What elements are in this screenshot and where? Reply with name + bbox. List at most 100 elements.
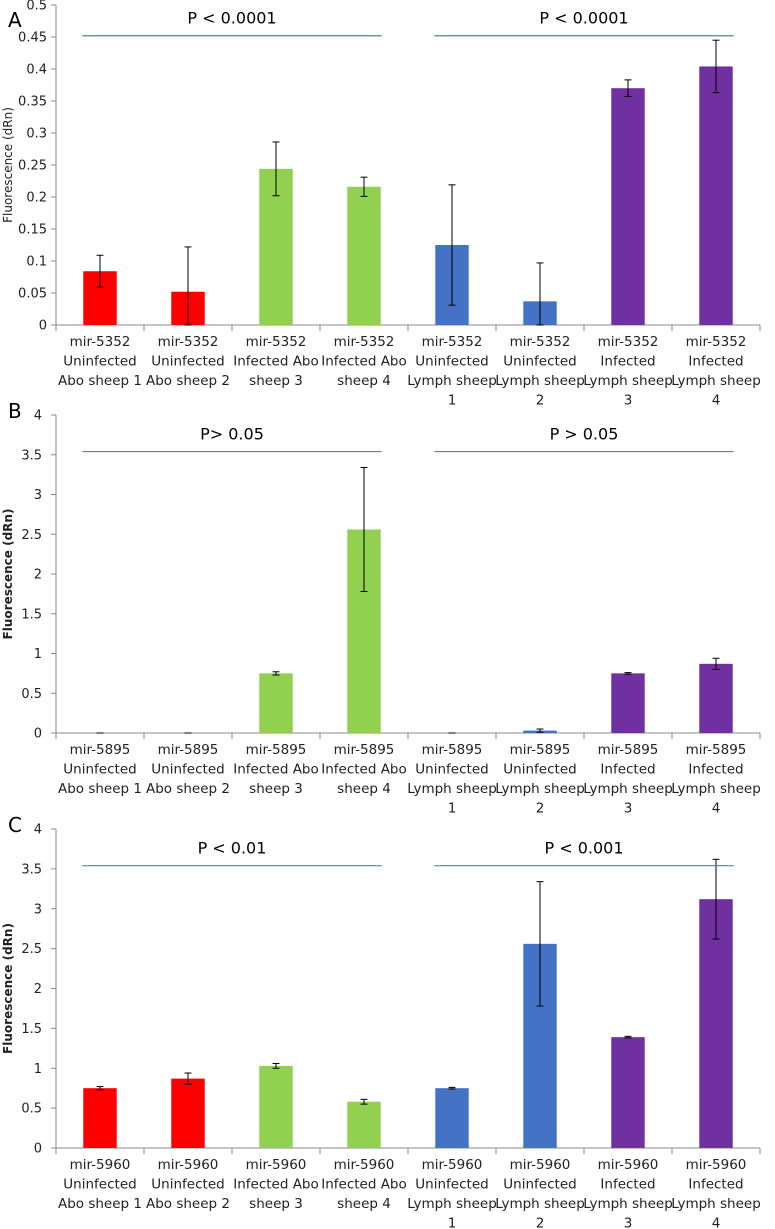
panel-b-y-tick-label: 0 [34,727,42,742]
panel-a-error-bar-6 [536,262,544,326]
panel-a-category-label-8: mir-5352 Infected Lymph sheep 4 [671,334,761,409]
panel-b-category-label-3: mir-5895 Infected Abo sheep 3 [233,742,319,797]
panel-a-y-tick-label: 0.3 [26,127,47,142]
panel-a-error-bar-3 [272,141,280,197]
panel-b-category-label-2: mir-5895 Uninfected Abo sheep 2 [146,742,230,797]
panel-a-error-bar-4 [360,176,368,197]
panel-c-bar-8 [699,899,733,1148]
panel-a-error-bar-8 [712,39,720,94]
panel-b-error-bar-7 [624,672,632,675]
panel-b-y-tick-label: 1.5 [21,607,42,622]
panel-c-category-label-4: mir-5960 Infected Abo sheep 4 [321,1157,407,1212]
panel-c-error-bar-6 [536,881,544,1007]
panel-b-category-label-6: mir-5895 Uninfected Lymph sheep 2 [495,742,585,817]
panel-a-error-bar-2 [184,246,192,326]
panel-c-y-tick-label: 1 [34,1062,42,1077]
panel-b-category-label-1: mir-5895 Uninfected Abo sheep 1 [58,742,142,797]
panel-c-bar-3 [259,1065,293,1148]
panel-b-error-bar-6 [536,728,544,733]
panel-c-y-tick-label: 0 [34,1142,42,1157]
panel-a-category-label-5: mir-5352 Uninfected Lymph sheep 1 [407,334,497,409]
panel-c-error-bar-8 [712,858,720,940]
panel-c: C 0 0.5 1 1.5 2 2.5 3 3.5 4 Fluorescence (dRn) mir… [1,813,761,1229]
panel-c-category-label-5: mir-5960 Uninfected Lymph sheep 1 [407,1157,497,1229]
panel-b-y-tick-label: 3.5 [21,448,42,463]
panel-a-y-tick-label: 0.45 [18,31,47,46]
panel-b: B 0 0.5 1 1.5 2 2.5 3 3.5 4 Fluorescence (dRn) mir… [1,399,761,817]
panel-c-category-label-2: mir-5960 Uninfected Abo sheep 2 [146,1157,230,1212]
panel-b-y-tick-label: 1 [34,647,42,662]
panel-b-error-bar-4 [360,466,368,592]
panel-b-bar-7 [611,673,645,733]
panel-a-category-label-4: mir-5352 Infected Abo sheep 4 [321,334,407,389]
panel-a-bar-4 [347,186,381,325]
panel-b-category-label-7: mir-5895 Infected Lymph sheep 3 [583,742,673,817]
panel-a-category-label-1: mir-5352 Uninfected Abo sheep 1 [58,334,142,389]
panel-c-y-axis-label: Fluorescence (dRn) [1,923,15,1054]
panel-c-y-tick-label: 0.5 [21,1102,42,1117]
panel-c-error-bar-7 [624,1035,632,1039]
panel-a-y-tick-label: 0.2 [26,191,47,206]
panel-a: A 0 0.05 0.1 0.15 0.2 0.25 0.3 0.35 0.4 0.45 0.5 Fl… [1,0,761,409]
panel-c-p-value-2: P < 0.001 [544,839,623,858]
panel-b-y-axis-label: Fluorescence (dRn) [1,509,15,640]
panel-c-y-tick-label: 1.5 [21,1022,42,1037]
panel-c-error-bar-1 [96,1086,104,1091]
panel-c-category-label-3: mir-5960 Infected Abo sheep 3 [233,1157,319,1212]
panel-b-error-bar-3 [272,671,280,676]
panel-c-error-bar-2 [184,1072,192,1085]
panel-a-bar-7 [611,88,645,325]
panel-a-y-tick-label: 0.05 [18,287,47,302]
panel-a-p-value-1: P < 0.0001 [187,9,276,28]
panel-c-category-label-7: mir-5960 Infected Lymph sheep 3 [583,1157,673,1229]
panel-a-error-bar-5 [448,184,456,306]
panel-c-letter: C [8,813,22,837]
panel-c-category-label-1: mir-5960 Uninfected Abo sheep 1 [58,1157,142,1212]
panel-c-bar-7 [611,1037,645,1148]
panel-b-bar-3 [259,673,293,733]
panel-b-y-tick-label: 3 [34,488,42,503]
panel-b-y-tick-label: 4 [34,409,42,424]
panel-b-y-tick-label: 0.5 [21,687,42,702]
panel-c-category-label-8: mir-5960 Infected Lymph sheep 4 [671,1157,761,1229]
panel-c-y-tick-label: 4 [34,823,42,838]
panel-a-y-tick-label: 0.5 [26,0,47,14]
panel-b-category-label-8: mir-5895 Infected Lymph sheep 4 [671,742,761,817]
panel-b-y-tick-label: 2.5 [21,528,42,543]
panel-b-letter: B [8,399,22,423]
panel-a-y-axis-label: Fluorescence (dRn) [1,107,15,223]
panel-c-y-tick-label: 2 [34,982,42,997]
panel-b-category-label-4: mir-5895 Infected Abo sheep 4 [321,742,407,797]
panel-a-y-tick-label: 0 [39,319,47,334]
panel-c-y-tick-label: 3 [34,902,42,917]
panel-c-error-bar-5 [448,1086,456,1090]
panel-a-category-label-7: mir-5352 Infected Lymph sheep 3 [583,334,673,409]
panel-c-bar-2 [171,1078,205,1148]
panel-a-error-bar-7 [624,79,632,98]
panel-b-p-value-2: P > 0.05 [550,425,619,444]
panel-c-category-label-6: mir-5960 Uninfected Lymph sheep 2 [495,1157,585,1229]
panel-a-bar-8 [699,66,733,325]
panel-a-y-tick-label: 0.15 [18,223,47,238]
panel-c-y-tick-label: 2.5 [21,942,42,957]
panel-a-error-bar-1 [96,254,104,288]
panel-c-bar-1 [83,1088,117,1148]
panel-a-category-label-2: mir-5352 Uninfected Abo sheep 2 [146,334,230,389]
panel-a-p-value-2: P < 0.0001 [539,9,628,28]
panel-c-error-bar-3 [272,1062,280,1069]
panel-a-category-label-6: mir-5352 Uninfected Lymph sheep 2 [495,334,585,409]
panel-b-bar-8 [699,663,733,733]
panel-c-bar-4 [347,1101,381,1148]
panel-a-y-tick-label: 0.25 [18,159,47,174]
panel-a-y-tick-label: 0.1 [26,255,47,270]
panel-a-letter: A [8,8,22,32]
panel-b-error-bar-8 [712,657,720,670]
panel-c-bar-5 [435,1088,469,1148]
panel-a-category-label-3: mir-5352 Infected Abo sheep 3 [233,334,319,389]
panel-a-y-tick-label: 0.35 [18,95,47,110]
panel-c-y-tick-label: 3.5 [21,862,42,877]
panel-b-category-label-5: mir-5895 Uninfected Lymph sheep 1 [407,742,497,817]
panel-c-p-value-1: P < 0.01 [198,839,267,858]
panel-b-y-tick-label: 2 [34,568,42,583]
